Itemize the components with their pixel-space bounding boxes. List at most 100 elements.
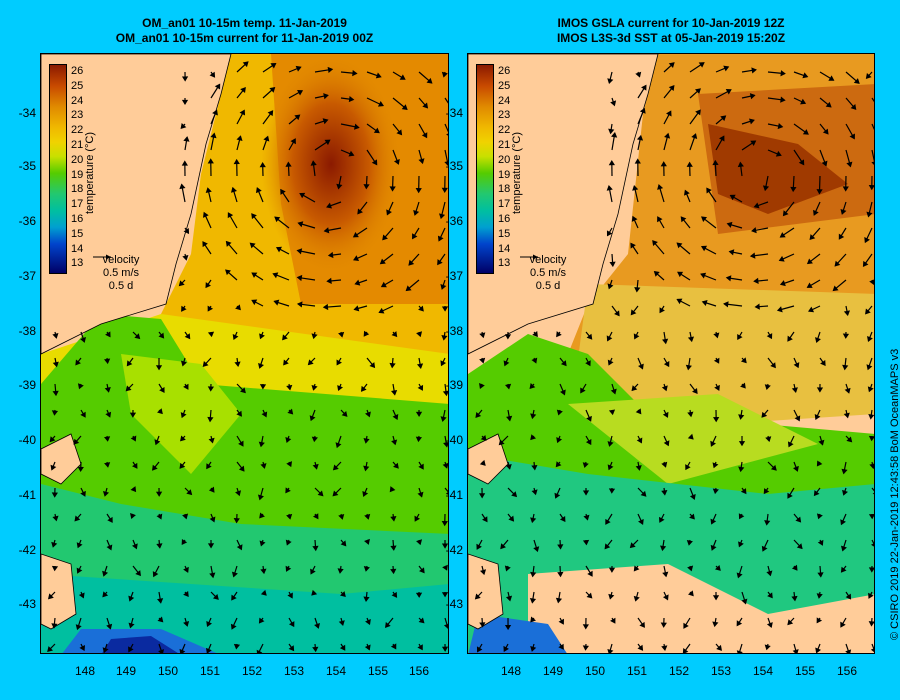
- current-arrowhead: [677, 271, 684, 278]
- current-arrowhead: [236, 544, 243, 551]
- legend-tick-label: 24: [71, 94, 84, 107]
- current-arrowhead: [353, 255, 360, 262]
- current-arrowhead: [311, 436, 318, 443]
- current-arrowhead: [629, 542, 636, 549]
- current-arrowhead: [77, 383, 84, 390]
- current-arrowhead: [441, 592, 448, 598]
- current-arrowhead: [866, 364, 873, 371]
- current-arrowhead: [660, 161, 667, 167]
- current-arrowhead: [240, 387, 246, 394]
- current-arrowhead: [255, 187, 262, 194]
- current-arrowhead: [102, 647, 109, 653]
- current-arrowhead: [323, 93, 329, 100]
- current-arrowhead: [209, 516, 216, 523]
- current-arrowhead: [787, 335, 793, 342]
- current-arrowhead: [683, 189, 690, 196]
- current-arrowhead: [181, 538, 188, 546]
- current-arrowhead: [405, 285, 412, 292]
- current-arrowhead: [206, 463, 212, 470]
- current-arrowhead: [556, 437, 563, 444]
- longitude-tick-label: 150: [584, 664, 606, 678]
- current-arrowhead: [529, 598, 537, 604]
- current-arrowhead: [286, 384, 293, 391]
- current-arrowhead: [586, 415, 592, 422]
- longitude-tick-label: 155: [367, 664, 389, 678]
- current-arrowhead: [441, 521, 448, 527]
- current-arrowhead: [530, 413, 537, 420]
- current-arrowhead: [391, 390, 398, 396]
- current-arrowhead: [206, 620, 212, 627]
- current-arrowhead: [338, 620, 345, 627]
- current-arrowhead: [354, 123, 360, 130]
- current-arrowhead: [297, 89, 304, 96]
- current-arrowhead: [280, 188, 286, 195]
- current-arrowhead: [183, 383, 189, 390]
- current-arrowhead: [640, 490, 647, 497]
- left-panel-title: OM_an01 10-15m temp. 11-Jan-2019 OM_an01…: [40, 16, 449, 46]
- current-arrowhead: [638, 363, 644, 370]
- longitude-tick-label: 148: [500, 664, 522, 678]
- velocity-label: velocity: [529, 254, 567, 266]
- current-arrowhead: [529, 383, 536, 389]
- current-arrowhead: [418, 617, 425, 624]
- current-arrowhead: [504, 624, 512, 631]
- current-vectors: [47, 61, 448, 653]
- left-title-line1: OM_an01 10-15m temp. 11-Jan-2019: [142, 16, 347, 30]
- current-arrowhead: [128, 595, 135, 602]
- current-arrowhead: [506, 415, 513, 422]
- current-arrowhead: [802, 72, 809, 79]
- latitude-tick-label: -36: [18, 214, 36, 228]
- current-arrowhead: [844, 387, 851, 394]
- current-arrowhead: [155, 365, 163, 371]
- tasmania-south-land: [468, 553, 504, 630]
- current-arrowhead: [631, 385, 638, 392]
- current-arrowhead: [357, 208, 363, 215]
- current-arrowhead: [687, 433, 694, 440]
- current-arrowhead: [78, 592, 85, 599]
- current-arrowhead: [635, 408, 642, 415]
- current-arrowhead: [638, 518, 644, 525]
- current-arrowhead: [764, 384, 771, 390]
- current-arrowhead: [582, 645, 589, 651]
- current-arrowhead: [662, 594, 669, 601]
- current-arrowhead: [362, 490, 369, 497]
- current-arrowhead: [102, 570, 109, 577]
- legend-axis-label: temperature (°C): [84, 131, 96, 214]
- current-arrowhead: [126, 360, 133, 367]
- current-arrowhead: [207, 386, 215, 392]
- current-arrowhead: [633, 565, 640, 572]
- current-arrowhead: [336, 359, 342, 366]
- current-arrowhead: [530, 517, 537, 524]
- current-arrowhead: [608, 409, 616, 416]
- australia-land: [41, 54, 232, 355]
- current-arrowhead: [630, 242, 636, 249]
- current-arrowhead: [816, 513, 823, 520]
- current-arrowhead: [634, 287, 641, 293]
- current-arrowhead: [207, 416, 214, 423]
- current-arrowhead: [607, 78, 614, 85]
- current-arrowhead: [418, 158, 425, 165]
- current-arrowhead: [712, 462, 719, 469]
- current-arrowhead: [668, 85, 675, 92]
- current-arrowhead: [657, 216, 663, 223]
- current-arrowhead: [183, 136, 190, 142]
- current-arrowhead: [155, 491, 163, 497]
- current-arrowhead: [261, 411, 268, 418]
- current-arrowhead: [323, 227, 330, 234]
- current-arrowhead: [586, 592, 593, 599]
- current-arrowhead: [105, 411, 112, 418]
- current-arrowhead: [503, 360, 510, 367]
- current-arrowhead: [106, 544, 113, 551]
- current-arrowhead: [390, 545, 397, 551]
- current-arrowhead: [225, 269, 232, 276]
- current-arrowhead: [52, 390, 59, 397]
- current-arrowhead: [389, 486, 396, 493]
- longitude-tick-label: 153: [710, 664, 732, 678]
- current-arrowhead: [413, 210, 420, 216]
- legend-tick-label: 17: [71, 198, 84, 211]
- current-arrowhead: [582, 539, 590, 546]
- latitude-tick-label: -39: [18, 378, 36, 392]
- current-arrowhead: [379, 258, 386, 265]
- current-arrowhead: [868, 567, 874, 573]
- current-arrowhead: [817, 539, 824, 546]
